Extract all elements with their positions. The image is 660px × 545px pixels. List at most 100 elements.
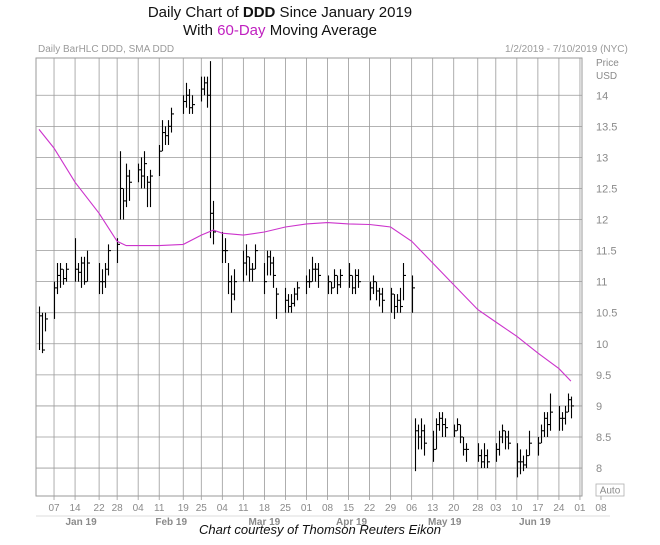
hlc-bar <box>200 76 204 102</box>
x-tick-label: 29 <box>385 503 397 514</box>
hlc-bar <box>317 263 321 288</box>
y-tick-label: 8 <box>596 463 602 475</box>
hlc-bar <box>137 163 141 183</box>
hlc-bar <box>546 412 550 437</box>
x-tick-label: 04 <box>217 503 229 514</box>
hlc-bar <box>128 169 132 201</box>
month-label: May 19 <box>428 517 462 528</box>
hlc-bar <box>59 263 63 288</box>
hlc-bar <box>327 275 331 295</box>
month-label: Mar 19 <box>249 517 281 528</box>
hlc-bar <box>44 312 48 332</box>
chart-header-series: Daily BarHLC DDD, SMA DDD <box>38 44 175 55</box>
hlc-bar <box>480 449 484 469</box>
plot-frame <box>35 57 583 497</box>
hlc-bar <box>65 263 69 282</box>
y-axis: 8 8.5 9 9.5 10 10.5 11 11.5 12 12.5 13 13.5 14 <box>596 90 617 475</box>
hlc-bar <box>390 287 394 313</box>
hlc-bar <box>486 449 490 469</box>
y-tick-label: 9.5 <box>596 370 611 382</box>
hlc-bar <box>438 412 442 431</box>
hlc-bar <box>212 200 216 245</box>
hlc-bar <box>351 275 355 295</box>
hlc-bar <box>143 151 147 189</box>
x-axis: 07 14 22 28 04 11 19 25 04 11 18 25 01 08 15 22 29 06 13 20… <box>36 496 610 528</box>
x-tick-label: 07 <box>48 503 60 514</box>
hlc-bar <box>504 430 508 450</box>
hlc-bar <box>501 424 505 444</box>
chart-title-line2: With 60-Day Moving Average <box>183 22 377 39</box>
hlc-bar <box>107 244 111 276</box>
hlc-bar <box>188 89 192 114</box>
x-tick-label: 19 <box>178 503 190 514</box>
x-tick-label: 08 <box>595 503 607 514</box>
hlc-bar <box>378 287 382 307</box>
hlc-bar <box>381 287 385 313</box>
chart-title-line1: Daily Chart of DDD Since January 2019 <box>147 4 413 21</box>
hlc-bar <box>254 244 258 270</box>
y-tick-label: 8.5 <box>596 432 611 444</box>
hlc-bar <box>561 412 565 431</box>
y-tick-label: 10.5 <box>596 308 617 320</box>
hlc-bar <box>191 95 195 114</box>
hlc-bar <box>62 269 66 285</box>
y-tick-label: 14 <box>596 90 608 102</box>
hlc-bar <box>420 418 424 450</box>
x-tick-label: 01 <box>301 503 313 514</box>
hlc-bar <box>104 263 108 288</box>
hlc-bar <box>516 443 520 478</box>
hlc-bar <box>251 263 255 282</box>
hlc-bar <box>275 287 279 319</box>
hlc-bar <box>507 430 511 450</box>
hlc-bar <box>495 443 499 462</box>
sma-path <box>38 129 572 382</box>
y-tick-label: 13.5 <box>596 121 617 133</box>
chart-credit: Chart courtesy of Thomson Reuters Eikon <box>198 522 442 537</box>
hlc-bar <box>164 126 168 145</box>
hlc-bar <box>269 250 273 276</box>
month-label: Apr 19 <box>336 517 368 528</box>
hlc-bar <box>77 263 81 282</box>
hlc-bar <box>567 393 571 413</box>
hlc-bar <box>453 424 457 437</box>
hlc-bar <box>402 263 406 301</box>
hlc-bar <box>119 151 123 220</box>
hlc-bar <box>170 107 174 133</box>
hlc-bar <box>498 430 502 456</box>
sma-line <box>38 129 572 382</box>
auto-scale-label: Auto <box>600 486 621 497</box>
hlc-bar <box>432 430 436 462</box>
hlc-bar <box>74 238 78 282</box>
hlc-bar <box>435 418 439 450</box>
hlc-bar <box>161 120 165 152</box>
hlc-bar <box>266 250 270 276</box>
x-tick-label: 13 <box>427 503 439 514</box>
hlc-bar <box>444 418 448 437</box>
x-tick-label: 11 <box>238 503 249 514</box>
hlc-bar <box>333 269 337 288</box>
hlc-bar <box>290 294 294 313</box>
axis-labels: Price USD Auto <box>595 58 625 497</box>
hlc-bar <box>41 312 45 354</box>
hlc-bar <box>336 275 340 295</box>
x-tick-label: 11 <box>154 503 165 514</box>
hlc-bar <box>167 120 171 145</box>
hlc-bar <box>462 436 466 456</box>
x-tick-label: 14 <box>70 503 82 514</box>
hlc-bar <box>140 157 144 189</box>
x-tick-label: 24 <box>553 503 565 514</box>
hlc-bar <box>564 405 568 425</box>
hlc-bar <box>369 281 373 301</box>
hlc-bar <box>375 281 379 301</box>
x-tick-label: 17 <box>532 503 544 514</box>
hlc-bar <box>146 176 150 208</box>
hlc-bar <box>311 256 315 282</box>
hlc-bar <box>483 443 487 469</box>
hlc-bar <box>543 412 547 437</box>
hlc-bar <box>284 287 288 313</box>
hlc-bar <box>116 238 120 264</box>
hlc-bar <box>540 424 544 444</box>
month-label: Jun 19 <box>519 517 551 528</box>
x-tick-label: 10 <box>511 503 523 514</box>
